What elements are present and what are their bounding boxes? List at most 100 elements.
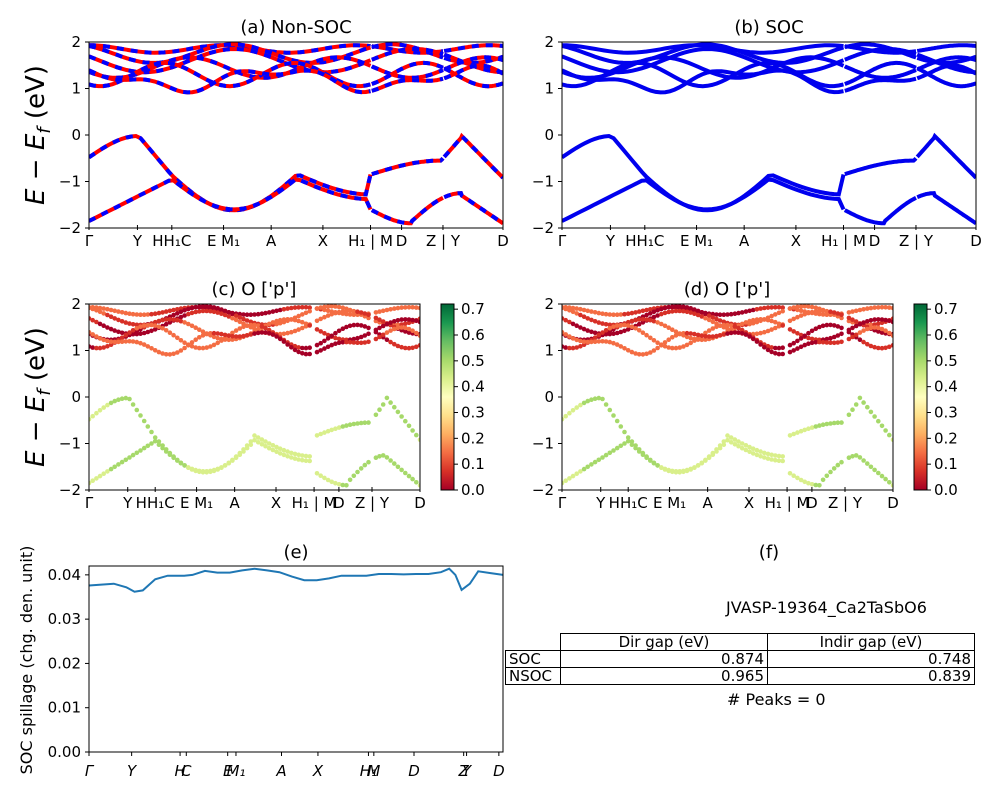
- projection-point: [695, 332, 701, 338]
- projection-point: [384, 395, 390, 401]
- row-label: SOC: [505, 650, 561, 668]
- projection-point: [820, 308, 826, 314]
- projection-point: [710, 334, 716, 339]
- table-header-dir: Dir gap (eV): [560, 633, 768, 651]
- projection-point: [163, 449, 169, 454]
- projection-point: [655, 308, 660, 313]
- projection-point: [846, 336, 852, 342]
- projection-point: [90, 478, 95, 484]
- projection-point: [567, 334, 572, 339]
- projection-point: [622, 429, 627, 435]
- projection-point: [241, 333, 246, 339]
- projection-point: [380, 402, 386, 407]
- y-tick-label: −1: [532, 173, 554, 191]
- projection-point: [684, 334, 690, 340]
- projection-point: [659, 465, 664, 470]
- projection-point: [233, 317, 239, 323]
- projection-point: [281, 317, 287, 322]
- x-tick-label: Γ: [85, 494, 94, 512]
- projection-point: [567, 345, 572, 351]
- projection-point: [703, 311, 708, 317]
- projection-point: [717, 445, 723, 451]
- projection-point: [193, 337, 198, 343]
- projection-point: [868, 318, 874, 323]
- projection-point: [112, 316, 117, 321]
- projection-point: [388, 400, 393, 405]
- projection-point: [403, 321, 408, 327]
- projection-point: [274, 449, 279, 455]
- projection-point: [116, 397, 121, 403]
- projection-point: [673, 304, 679, 309]
- projection-point: [592, 330, 598, 336]
- projection-point: [853, 402, 859, 407]
- projection-point: [813, 482, 819, 488]
- projection-point: [787, 306, 793, 311]
- projection-point: [846, 310, 852, 315]
- colorbar-tick-label: 0.4: [934, 378, 958, 396]
- projection-point: [622, 441, 627, 446]
- projection-point: [208, 304, 213, 310]
- projection-point: [750, 307, 756, 313]
- projection-point: [607, 450, 613, 456]
- projection-point: [178, 460, 184, 466]
- projection-point: [108, 466, 114, 472]
- projection-point: [175, 311, 180, 316]
- projection-point: [592, 339, 598, 345]
- projection-point: [101, 323, 106, 329]
- projection-point: [795, 475, 800, 481]
- projection-point: [259, 311, 265, 317]
- projection-point: [703, 337, 708, 342]
- projection-point: [688, 331, 693, 336]
- projection-point: [813, 309, 819, 314]
- x-tick-label: Z | Y: [899, 232, 934, 250]
- projection-point: [200, 333, 206, 338]
- x-tick-label: X: [271, 494, 281, 512]
- projection-point: [141, 323, 147, 328]
- projection-point: [204, 469, 209, 474]
- y-tick-label: −2: [59, 219, 81, 237]
- projection-point: [817, 339, 822, 345]
- x-tick-label: D: [806, 494, 818, 512]
- projection-point: [127, 311, 132, 317]
- spillage-ylabel: SOC spillage (chg. den. unit): [17, 546, 36, 775]
- projection-point: [659, 321, 664, 327]
- projection-point: [629, 324, 635, 330]
- projection-point: [739, 445, 745, 451]
- projection-point: [281, 307, 287, 312]
- projection-point: [883, 428, 888, 433]
- projection-point: [876, 418, 881, 424]
- projection-point: [603, 311, 609, 317]
- projection-point: [629, 439, 635, 444]
- projection-point: [622, 311, 627, 317]
- projection-point: [739, 321, 745, 327]
- projection-point: [879, 345, 885, 351]
- projection-point: [329, 479, 335, 485]
- projection-point: [581, 466, 587, 472]
- projection-point: [171, 312, 176, 318]
- projection-point: [182, 340, 187, 346]
- projection-point: [603, 402, 609, 407]
- projection-point: [211, 305, 217, 310]
- projection-point: [274, 444, 279, 450]
- projection-point: [351, 312, 357, 318]
- projection-point: [399, 344, 404, 350]
- colorbar-d: 0.7 0.6 0.5 0.4 0.3 0.2 0.1 0.0: [913, 300, 958, 499]
- projection-point: [824, 308, 830, 314]
- projection-point: [762, 329, 767, 335]
- projection-point: [857, 395, 863, 401]
- projection-point: [648, 317, 653, 323]
- projection-point: [380, 323, 386, 329]
- projection-point: [259, 437, 265, 442]
- projection-point: [673, 469, 679, 474]
- projection-point: [384, 455, 390, 460]
- projection-point: [285, 342, 290, 347]
- projection-point: [90, 413, 95, 419]
- projection-point: [90, 332, 95, 337]
- projection-point: [347, 312, 353, 317]
- projection-point: [325, 336, 331, 341]
- x-tick-label: H₁ | M: [292, 494, 337, 512]
- y-tick-label: 0.01: [48, 699, 81, 717]
- projection-point: [163, 309, 169, 314]
- projection-point: [802, 479, 807, 485]
- projection-point: [655, 320, 660, 325]
